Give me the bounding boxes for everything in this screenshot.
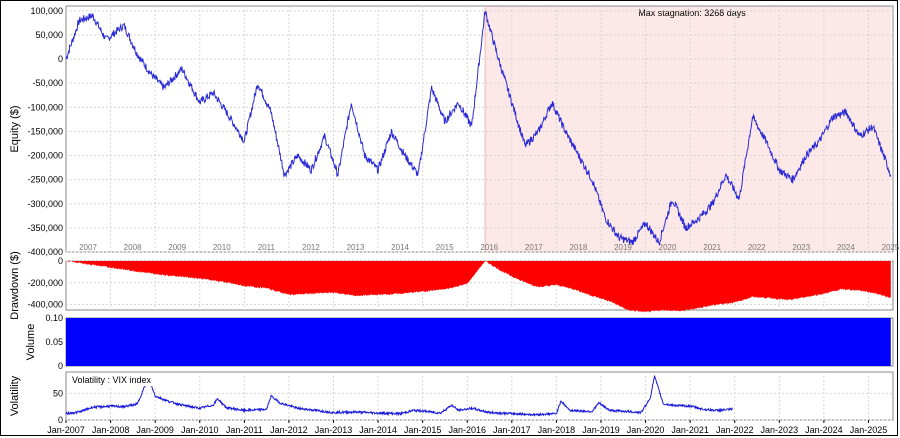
x-tick-label: Jan-2022 [716,425,754,435]
equity-year-label: 2011 [258,243,276,252]
vix-legend: Volatility : VIX index [72,375,152,385]
vix-ylabel: Volatility [9,375,21,416]
equity-year-label: 2023 [792,243,810,252]
equity-ytick: 50,000 [35,30,63,40]
volume-bars [66,318,891,366]
drawdown-ytick: -200,000 [27,278,63,288]
vix-ytick: 0 [58,415,63,425]
equity-year-label: 2012 [302,243,320,252]
drawdown-ytick: 0 [58,256,63,266]
volume-ylabel: Volume [25,324,37,361]
equity-ytick: -150,000 [27,126,63,136]
x-tick-label: Jan-2014 [359,425,397,435]
equity-year-label: 2020 [659,243,677,252]
volume-ytick: 0.10 [45,313,63,323]
equity-year-label: 2010 [213,243,231,252]
equity-ytick: -350,000 [27,223,63,233]
equity-year-label: 2019 [614,243,632,252]
vix-legend-box [70,375,178,386]
x-tick-label: Jan-2009 [136,425,174,435]
stagnation-label: Max stagnation: 3268 days [638,8,746,18]
equity-ytick: -400,000 [27,247,63,257]
equity-ytick: 100,000 [30,6,63,16]
equity-year-label: 2007 [79,243,97,252]
drawdown-area [66,261,891,313]
equity-year-label: 2021 [703,243,721,252]
equity-year-label: 2014 [391,243,409,252]
x-tick-label: Jan-2025 [850,425,888,435]
equity-year-label: 2024 [837,243,855,252]
x-tick-label: Jan-2016 [448,425,486,435]
x-tick-label: Jan-2024 [805,425,843,435]
x-tick-label: Jan-2018 [538,425,576,435]
equity-year-label: 2025 [882,243,900,252]
equity-ytick: -100,000 [27,102,63,112]
equity-year-label: 2016 [480,243,498,252]
equity-year-label: 2022 [748,243,766,252]
volume-ytick: 0.05 [45,337,63,347]
equity-line [65,11,892,247]
x-tick-label: Jan-2020 [627,425,665,435]
x-tick-label: Jan-2015 [404,425,442,435]
x-tick-label: Jan-2012 [270,425,308,435]
equity-year-label: 2013 [347,243,365,252]
x-tick-label: Jan-2010 [181,425,219,435]
x-tick-label: Jan-2023 [761,425,799,435]
vix-ytick: 50 [53,388,63,398]
equity-ytick: -250,000 [27,175,63,185]
equity-ytick: -200,000 [27,151,63,161]
x-tick-label: Jan-2021 [671,425,709,435]
equity-year-label: 2018 [570,243,588,252]
x-tick-label: Jan-2007 [47,425,85,435]
stagnation-shade [485,6,891,252]
equity-ytick: -50,000 [32,78,63,88]
equity-ytick: -300,000 [27,199,63,209]
volume-ytick: 0 [58,361,63,371]
drawdown-ylabel: Drawdown ($) [9,251,21,319]
x-tick-label: Jan-2011 [226,425,263,435]
equity-year-label: 2017 [525,243,543,252]
drawdown-ytick: -400,000 [27,300,63,310]
x-tick-label: Jan-2008 [92,425,130,435]
vix-line [65,374,733,418]
x-tick-label: Jan-2019 [582,425,620,435]
equity-ytick: 0 [58,54,63,64]
equity-year-label: 2009 [168,243,186,252]
panel-vix-frame [65,371,894,421]
equity-year-label: 2015 [436,243,454,252]
equity-year-label: 2008 [124,243,142,252]
x-tick-label: Jan-2017 [493,425,531,435]
equity-ylabel: Equity ($) [9,105,21,152]
x-tick-label: Jan-2013 [315,425,353,435]
